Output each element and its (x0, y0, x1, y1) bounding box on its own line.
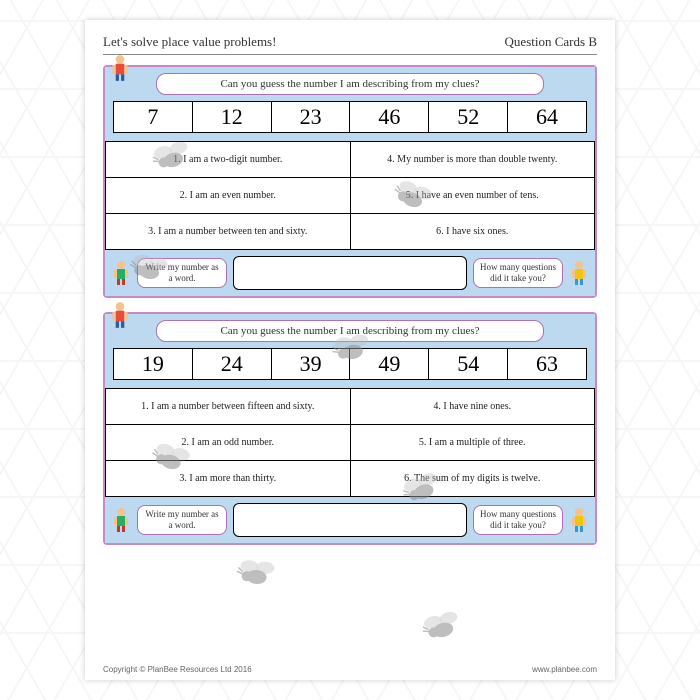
header-title-left: Let's solve place value problems! (103, 34, 276, 50)
page-header: Let's solve place value problems! Questi… (103, 34, 597, 55)
write-label: Write my number as a word. (137, 258, 227, 288)
clue-cell: 3. I am a number between ten and sixty. (106, 214, 351, 250)
clue-cell: 2. I am an odd number. (106, 425, 351, 461)
clue-cell: 4. I have nine ones. (351, 389, 596, 425)
number-cell: 39 (272, 349, 351, 379)
card-top: Can you guess the number I am describing… (105, 314, 595, 388)
howmany-label: How many questions did it take you? (473, 258, 563, 288)
clue-cell: 1. I am a two-digit number. (106, 142, 351, 178)
answer-box[interactable] (233, 503, 467, 537)
clue-cell: 5. I am a multiple of three. (351, 425, 596, 461)
header-title-right: Question Cards B (505, 34, 597, 50)
number-row: 71223465264 (113, 101, 587, 133)
clue-cell: 2. I am an even number. (106, 178, 351, 214)
prompt-bubble: Can you guess the number I am describing… (156, 320, 545, 342)
prompt-bubble: Can you guess the number I am describing… (156, 73, 545, 95)
clue-cell: 4. My number is more than double twenty. (351, 142, 596, 178)
footer-url: www.planbee.com (532, 665, 597, 674)
number-cell: 19 (114, 349, 193, 379)
page-footer: Copyright © PlanBee Resources Ltd 2016 w… (103, 665, 597, 674)
howmany-label: How many questions did it take you? (473, 505, 563, 535)
footer-copyright: Copyright © PlanBee Resources Ltd 2016 (103, 665, 252, 674)
clue-cell: 1. I am a number between fifteen and six… (106, 389, 351, 425)
write-label: Write my number as a word. (137, 505, 227, 535)
number-cell: 64 (508, 102, 586, 132)
clue-cell: 5. I have an even number of tens. (351, 178, 596, 214)
number-cell: 12 (193, 102, 272, 132)
question-card: Can you guess the number I am describing… (103, 312, 597, 545)
clue-cell: 6. I have six ones. (351, 214, 596, 250)
clue-cell: 6. The sum of my digits is twelve. (351, 461, 596, 497)
number-cell: 7 (114, 102, 193, 132)
number-cell: 54 (429, 349, 508, 379)
kid-icon (569, 259, 589, 287)
kid-icon (111, 259, 131, 287)
clues-grid: 1. I am a two-digit number.4. My number … (105, 141, 595, 250)
number-row: 192439495463 (113, 348, 587, 380)
kid-icon (569, 506, 589, 534)
number-cell: 23 (272, 102, 351, 132)
clues-grid: 1. I am a number between fifteen and six… (105, 388, 595, 497)
number-cell: 46 (350, 102, 429, 132)
question-card: Can you guess the number I am describing… (103, 65, 597, 298)
kid-icon (109, 300, 131, 330)
number-cell: 52 (429, 102, 508, 132)
kid-icon (109, 53, 131, 83)
card-top: Can you guess the number I am describing… (105, 67, 595, 141)
worksheet-page: Let's solve place value problems! Questi… (85, 20, 615, 680)
number-cell: 24 (193, 349, 272, 379)
answer-box[interactable] (233, 256, 467, 290)
card-bottom: Write my number as a word. How many quest… (105, 250, 595, 296)
card-bottom: Write my number as a word. How many quest… (105, 497, 595, 543)
clue-cell: 3. I am more than thirty. (106, 461, 351, 497)
number-cell: 49 (350, 349, 429, 379)
number-cell: 63 (508, 349, 586, 379)
kid-icon (111, 506, 131, 534)
